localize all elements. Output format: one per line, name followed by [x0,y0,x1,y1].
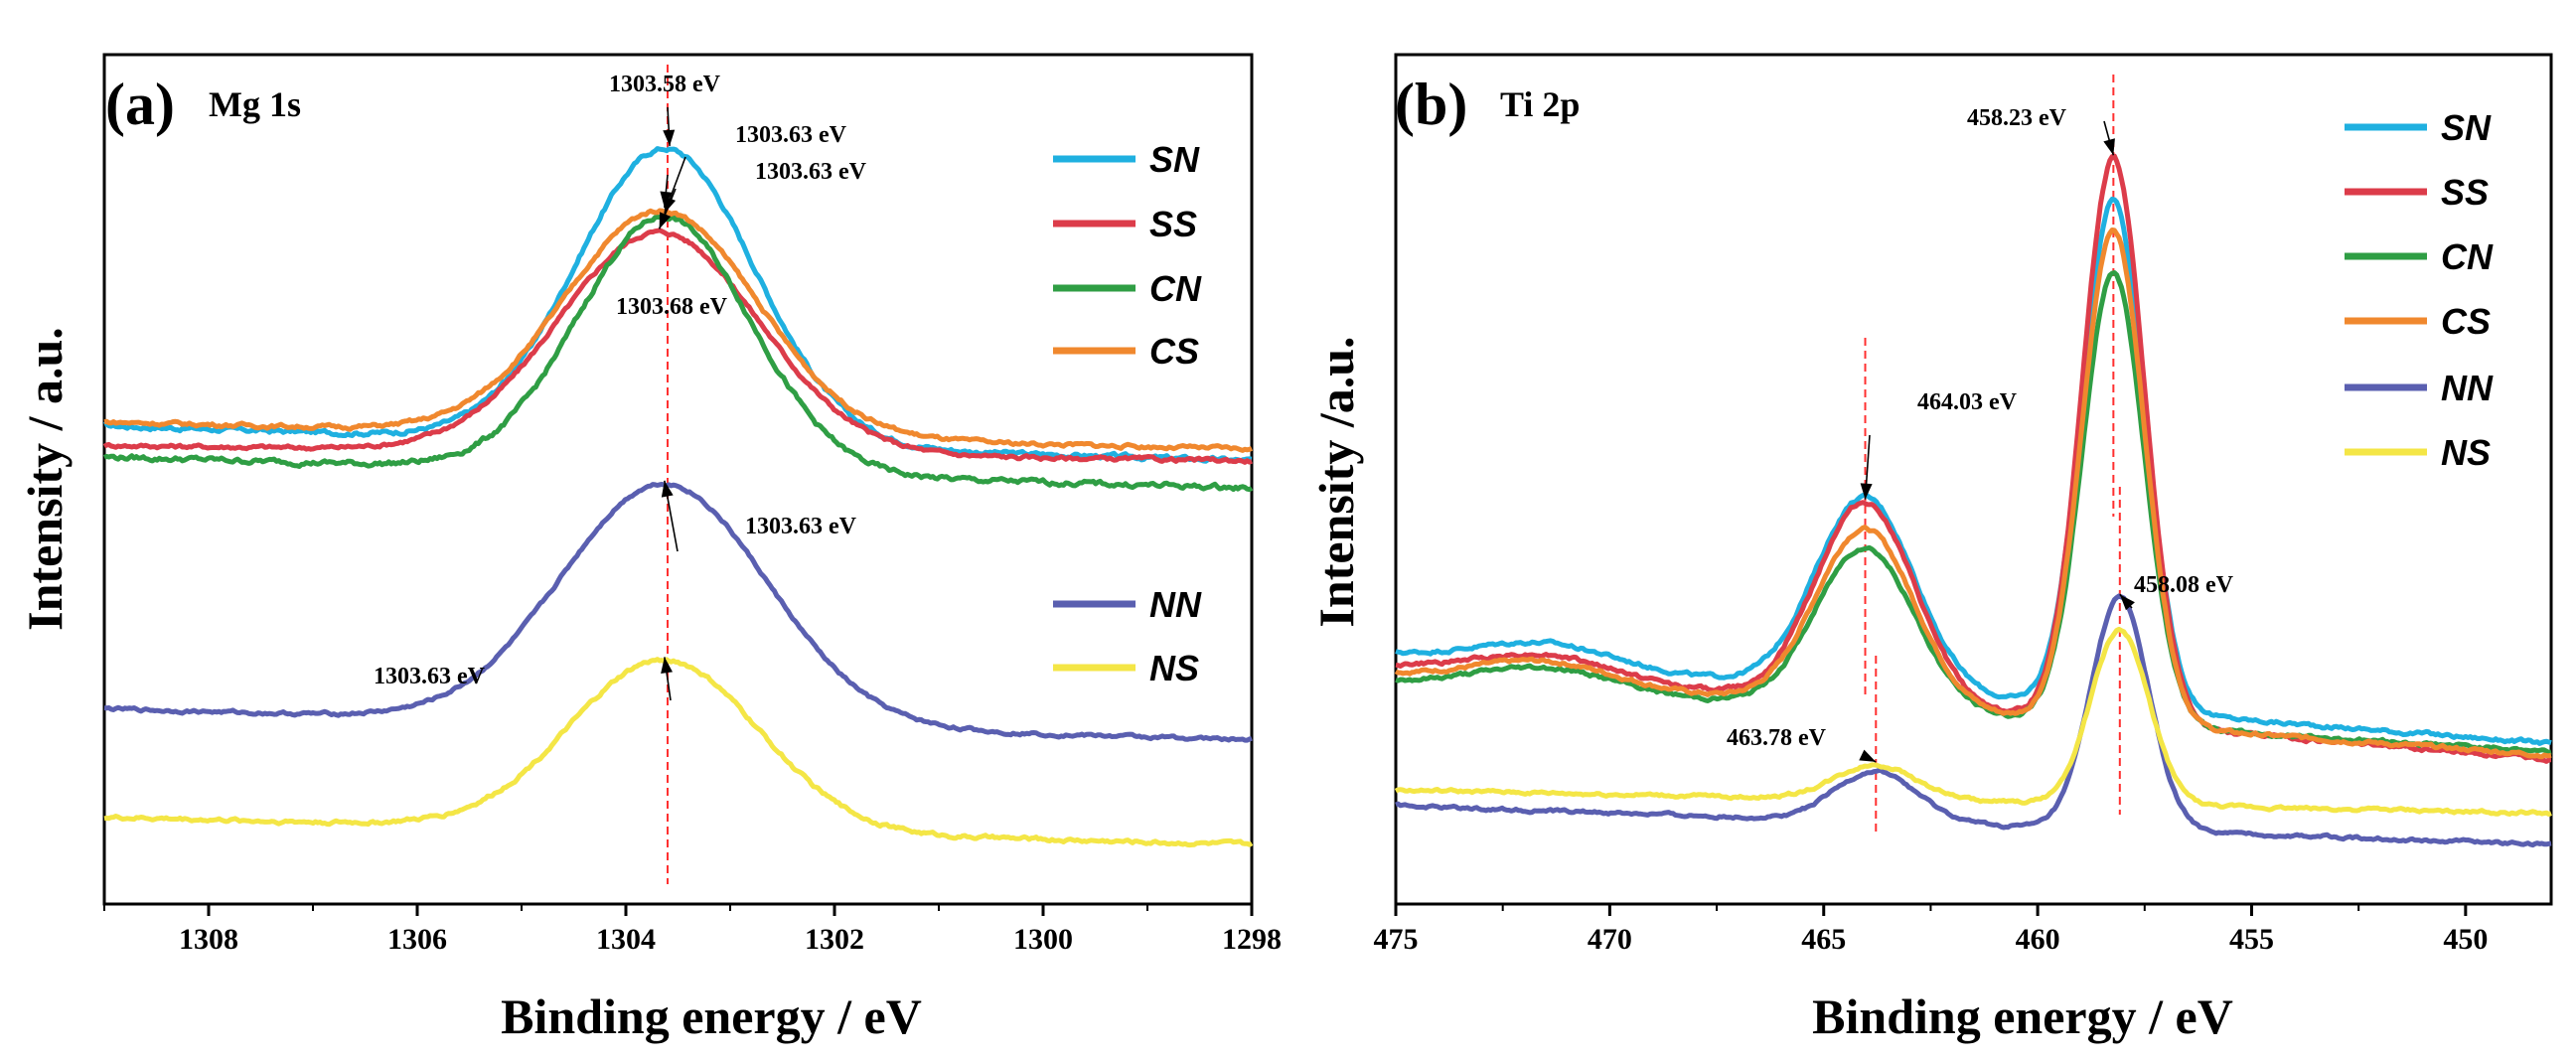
legend-label-ns: NS [2441,432,2491,473]
plot-frame-b [1394,53,2553,906]
legend-label-nn: NN [2441,368,2494,408]
annotation-arrowhead [661,480,674,498]
x-tick-label: 1302 [805,923,864,956]
annotation-arrowhead [659,212,672,229]
panel-title-b: Ti 2p [1500,84,1580,124]
x-tick-label: 450 [2443,923,2488,956]
annotation-arrowhead [663,129,676,146]
series-line-nn [1395,593,2552,848]
x-axis-title-a: Binding energy / eV [501,988,922,1044]
annotation-label: 464.03 eV [1917,389,2018,415]
annotation-arrowhead [660,191,673,209]
annotation-label: 458.08 eV [2134,572,2234,598]
series-line-ns [103,657,1254,848]
panel-title-a: Mg 1s [209,84,301,124]
y-axis-title-a: Intensity / a.u. [17,327,73,631]
series-line-cn [1395,270,2552,755]
legend-label-cs: CS [1149,331,1199,372]
x-tick-label: 1308 [179,923,238,956]
annotation-label: 463.78 eV [1727,725,1827,751]
panel-b-ti2p: 475 470 465 460 455 450 458.23 eV 464.03 eV 458… [1308,53,2553,1044]
annotation-label: 1303.63 eV [735,122,847,148]
series-line-cs [1394,228,2552,760]
legend-label-ss: SS [2441,172,2489,213]
legend-label-sn: SN [1149,139,1200,180]
x-tick-label: 1298 [1222,923,1282,956]
series-line-ss [102,228,1253,465]
x-axis-title-b: Binding energy / eV [1812,988,2233,1044]
legend-label-cn: CN [2441,236,2494,277]
series-line-nn [103,482,1253,743]
x-tick-label: 455 [2229,923,2274,956]
legend-label-cs: CS [2441,301,2491,342]
series-line-sn [1395,196,2552,746]
legend-label-ss: SS [1149,204,1197,244]
annotation-arrowhead [2103,138,2115,156]
legend-label-sn: SN [2441,107,2492,148]
series-line-ns [1394,626,2552,817]
legend-label-ns: NS [1149,648,1199,688]
x-tick-label: 465 [1801,923,1846,956]
plot-frame-a [102,53,1254,906]
annotation-label: 1303.63 eV [745,514,857,539]
legend-label-nn: NN [1149,584,1202,625]
annotation-label: 1303.58 eV [609,72,721,97]
x-tick-label: 460 [2016,923,2060,956]
annotation-label: 458.23 eV [1967,105,2067,131]
annotation-arrowhead [1860,483,1873,500]
annotation-label: 1303.68 eV [616,294,728,320]
series-line-cn [103,214,1254,493]
annotation-label: 1303.63 eV [374,664,486,689]
legend-label-cn: CN [1149,268,1202,309]
x-tick-label: 1304 [596,923,656,956]
annotation-arrowhead [1859,749,1877,762]
x-tick-label: 1300 [1013,923,1073,956]
x-tick-label: 475 [1374,923,1419,956]
x-tick-label: 1306 [387,923,447,956]
panel-letter-a: (a) [105,72,175,137]
panel-a-mg1s: 1308 1306 1304 1302 1300 1298 1303.58 eV 1303.… [17,53,1282,1044]
annotation-arrowhead [2119,594,2135,611]
y-axis-title-b: Intensity /a.u. [1308,336,1364,627]
annotation-arrowhead [661,657,674,675]
series-line-cs [103,208,1253,453]
annotation-label: 1303.63 eV [755,159,867,185]
panel-letter-b: (b) [1395,72,1467,137]
x-tick-label: 470 [1588,923,1632,956]
